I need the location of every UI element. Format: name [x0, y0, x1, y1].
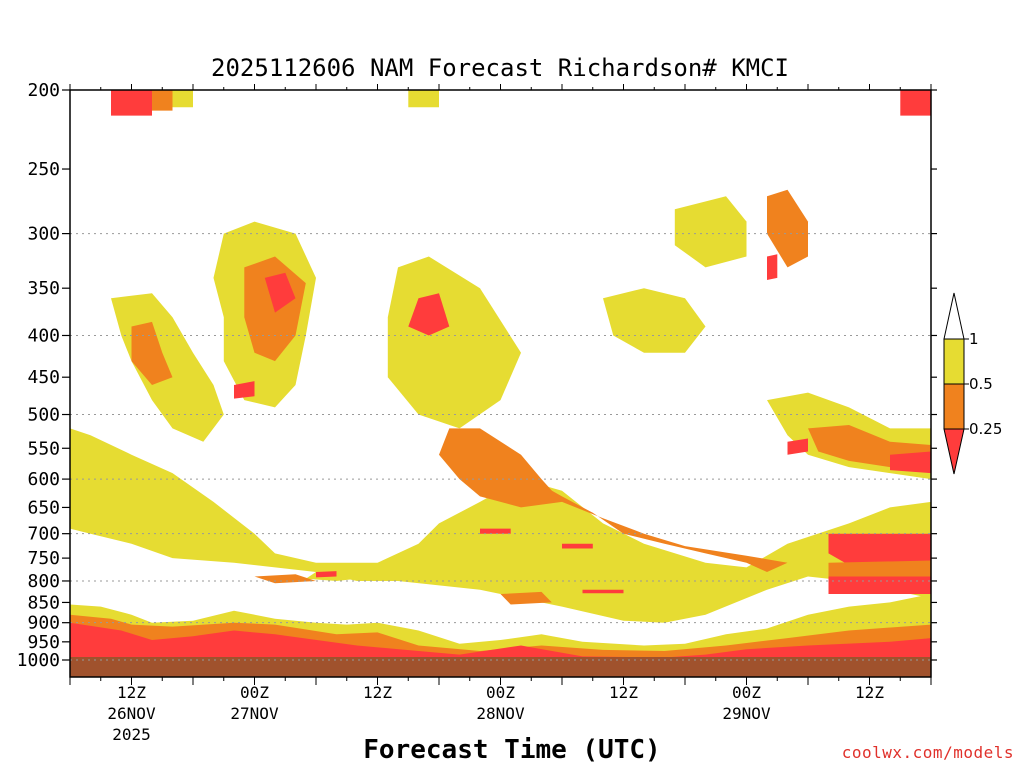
y-tick-label-1000: 1000 [17, 650, 60, 671]
ri-region-24 [828, 560, 931, 577]
ri-region-15 [603, 288, 706, 353]
colorbar-yellow [943, 338, 965, 385]
y-tick-label-200: 200 [27, 80, 60, 101]
ri-region-5 [439, 428, 562, 508]
colorbar-top-triangle [943, 292, 965, 340]
ri-region-21 [787, 438, 808, 455]
ri-region-26 [111, 90, 152, 116]
ri-region-3 [70, 428, 931, 623]
x-tick-date: 29NOV [722, 704, 771, 723]
ri-region-28 [172, 90, 193, 108]
ri-region-7 [387, 256, 521, 429]
colorbar-label-1: 1 [969, 330, 979, 348]
ri-region-25 [828, 576, 931, 594]
y-tick-label-800: 800 [27, 571, 60, 592]
ri-region-30 [408, 90, 439, 108]
x-axis: 12Z 26NOV 2025 00Z 27NOV 12Z 00Z 28NOV 12Z 00Z 29N… [69, 84, 932, 744]
ri-region-29 [900, 90, 931, 116]
y-tick-label-850: 850 [27, 592, 60, 613]
ri-region-36 [582, 589, 624, 594]
y-tick-label-550: 550 [27, 438, 60, 459]
ri-region-13 [264, 272, 296, 313]
x-axis-label: Forecast Time (UTC) [363, 735, 660, 765]
ri-region-16 [674, 196, 747, 268]
y-tick-label-950: 950 [27, 632, 60, 653]
ground-layer [70, 657, 931, 677]
ri-region-38 [623, 608, 706, 617]
ri-region-17 [767, 189, 808, 268]
ri-region-14 [234, 381, 255, 399]
y-tick-label-250: 250 [27, 159, 60, 180]
x-tick-label: 12Z [117, 683, 146, 702]
colorbar-label-0.5: 0.5 [969, 375, 993, 393]
y-axis: 200 250 300 350 400 450 500 550 600 650 700 7508008… [17, 80, 937, 671]
colorbar-orange [943, 383, 965, 430]
heatmap-regions [70, 90, 931, 677]
credit-text: coolwx.com/models [841, 743, 1014, 762]
y-tick-label-350: 350 [27, 278, 60, 299]
x-tick-label: 12Z [363, 683, 392, 702]
x-tick-label: 12Z [609, 683, 638, 702]
x-tick-label: 00Z [732, 683, 761, 702]
ri-region-32 [254, 574, 316, 584]
chart-title: 2025112606 NAM Forecast Richardson# KMCI [211, 54, 789, 82]
x-tick-label: 00Z [486, 683, 515, 702]
y-tick-label-300: 300 [27, 224, 60, 245]
y-tick-label-900: 900 [27, 613, 60, 634]
ri-region-34 [480, 528, 511, 534]
ri-region-27 [152, 90, 173, 111]
y-tick-label-500: 500 [27, 405, 60, 426]
y-tick-label-600: 600 [27, 469, 60, 490]
y-tick-label-700: 700 [27, 524, 60, 545]
x-tick-date: 26NOV [107, 704, 156, 723]
y-tick-label-450: 450 [27, 367, 60, 388]
colorbar: 1 0.5 0.25 [943, 292, 1002, 475]
ri-region-8 [408, 293, 450, 336]
ri-region-10 [131, 321, 173, 385]
ri-region-33 [316, 571, 337, 578]
ri-region-37 [500, 591, 552, 605]
ri-region-2 [70, 622, 931, 660]
x-tick-year: 2025 [112, 725, 151, 744]
y-tick-label-650: 650 [27, 497, 60, 518]
x-tick-date: 27NOV [230, 704, 279, 723]
colorbar-label-0.25: 0.25 [969, 420, 1002, 438]
colorbar-bottom-triangle [943, 428, 965, 475]
x-tick-date: 28NOV [476, 704, 525, 723]
ri-region-22 [890, 451, 931, 474]
ri-region-18 [767, 254, 778, 280]
y-tick-label-400: 400 [27, 325, 60, 346]
x-tick-label: 00Z [240, 683, 269, 702]
x-tick-label: 12Z [855, 683, 884, 702]
y-tick-label-750: 750 [27, 548, 60, 569]
ri-region-23 [828, 533, 931, 566]
ri-region-35 [562, 543, 593, 549]
